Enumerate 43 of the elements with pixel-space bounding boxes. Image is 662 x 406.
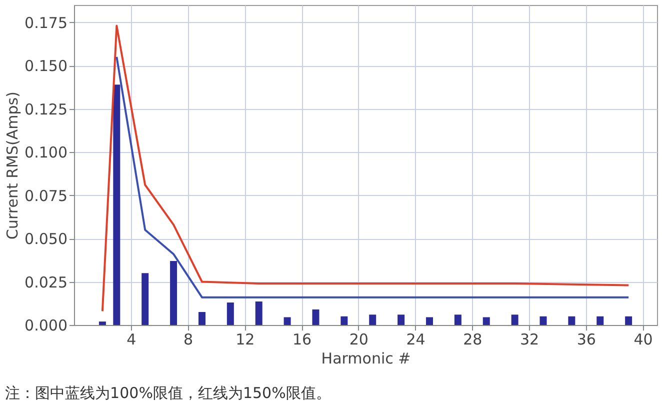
x-tick-label: 20: [349, 330, 368, 348]
bar: [540, 316, 547, 325]
y-tick-label: 0.075: [24, 186, 68, 205]
y-tick-label: 0.175: [24, 14, 68, 32]
bar: [340, 316, 348, 325]
bar: [312, 309, 320, 325]
x-tick-label: 32: [520, 330, 540, 348]
y-tick-label: 0.125: [24, 100, 68, 118]
x-tick-label: 36: [576, 330, 596, 348]
x-tick-label: 16: [292, 330, 312, 348]
bar: [568, 316, 576, 325]
bar: [398, 314, 405, 325]
y-tick-label: 0.000: [24, 316, 68, 334]
bar: [596, 316, 604, 325]
line-series: [116, 56, 630, 298]
bar: [482, 317, 490, 325]
bar: [511, 314, 518, 325]
y-tick-label: 0.100: [24, 144, 68, 162]
x-tick-label: 40: [634, 330, 653, 348]
x-tick-label: 28: [463, 330, 482, 348]
bar: [369, 314, 376, 325]
bar: [284, 317, 291, 325]
bar: [113, 84, 120, 325]
x-tick-label: 12: [236, 330, 255, 348]
x-axis-title: Harmonic #: [321, 350, 411, 368]
bar: [255, 301, 262, 325]
bar: [426, 317, 433, 325]
bar: [142, 273, 149, 325]
y-tick-label: 0.050: [24, 230, 68, 248]
text: 注：图中蓝线为100%限值，红线为150%限值。: [5, 384, 331, 402]
bar: [198, 312, 206, 325]
bar: [98, 322, 106, 325]
bar: [454, 314, 462, 325]
bar: [226, 302, 234, 325]
bar: [170, 261, 178, 325]
bar: [625, 316, 632, 325]
y-tick-label: 0.025: [24, 273, 68, 292]
y-axis-title: Current RMS(Amps): [4, 92, 22, 240]
line-series: [101, 24, 630, 312]
y-tick-label: 0.150: [24, 57, 68, 76]
x-tick-label: 24: [406, 330, 426, 348]
x-tick-label: 8: [183, 330, 194, 348]
x-tick-label: 4: [126, 330, 136, 348]
